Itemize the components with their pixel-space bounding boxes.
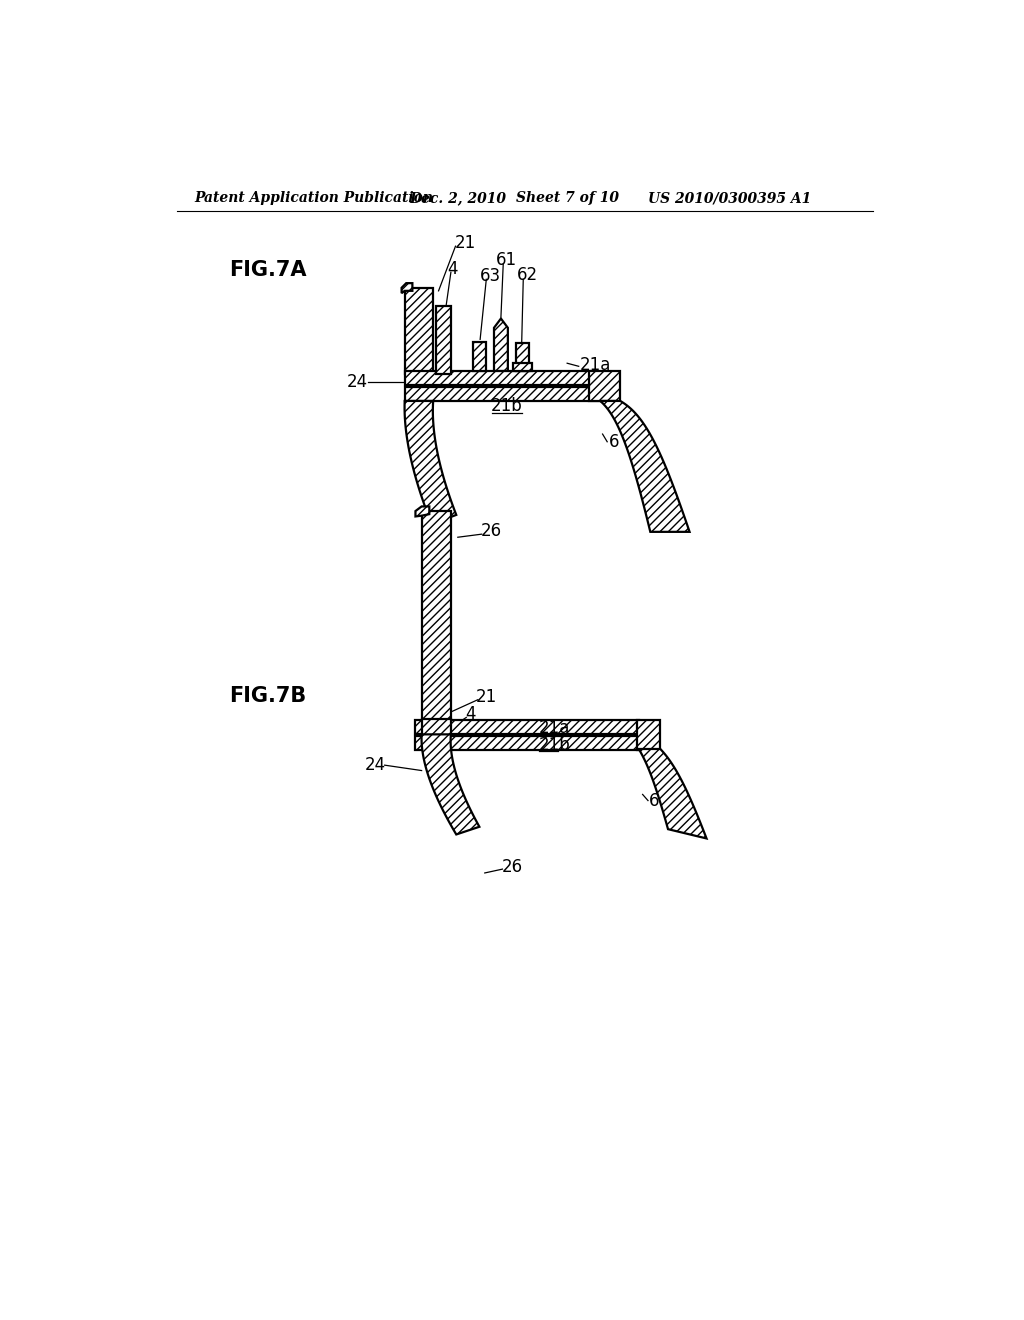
Polygon shape — [404, 288, 433, 374]
Text: 24: 24 — [346, 372, 368, 391]
Polygon shape — [404, 387, 606, 401]
Text: 21a: 21a — [581, 356, 611, 374]
Text: 4: 4 — [466, 705, 476, 723]
Text: 63: 63 — [480, 267, 502, 285]
Text: 6: 6 — [649, 792, 659, 810]
Text: US 2010/0300395 A1: US 2010/0300395 A1 — [648, 191, 811, 206]
Polygon shape — [404, 401, 457, 524]
Polygon shape — [639, 748, 707, 838]
Text: 26: 26 — [502, 858, 523, 875]
Text: 21b: 21b — [490, 397, 522, 416]
Polygon shape — [513, 363, 531, 371]
Text: Dec. 2, 2010: Dec. 2, 2010 — [410, 191, 506, 206]
Polygon shape — [473, 342, 486, 371]
Polygon shape — [416, 737, 640, 750]
Text: 21a: 21a — [539, 719, 570, 737]
Text: Sheet 7 of 10: Sheet 7 of 10 — [515, 191, 618, 206]
Text: FIG.7A: FIG.7A — [229, 260, 306, 280]
Text: 4: 4 — [447, 260, 458, 277]
Polygon shape — [600, 401, 689, 532]
Polygon shape — [436, 306, 451, 374]
Polygon shape — [422, 719, 451, 737]
Polygon shape — [637, 719, 660, 750]
Polygon shape — [416, 507, 429, 516]
Text: 21: 21 — [455, 234, 476, 252]
Polygon shape — [416, 719, 639, 734]
Polygon shape — [401, 284, 413, 293]
Polygon shape — [494, 318, 508, 371]
Text: 62: 62 — [517, 267, 539, 284]
Text: 26: 26 — [480, 523, 502, 540]
Text: FIG.7B: FIG.7B — [229, 686, 306, 706]
Polygon shape — [590, 371, 621, 401]
Polygon shape — [516, 343, 528, 371]
Polygon shape — [422, 511, 451, 721]
Polygon shape — [404, 371, 591, 385]
Text: 6: 6 — [609, 433, 620, 450]
Text: 61: 61 — [496, 251, 517, 269]
Polygon shape — [422, 734, 479, 834]
Text: 24: 24 — [365, 756, 386, 774]
Text: Patent Application Publication: Patent Application Publication — [195, 191, 433, 206]
Text: 21b: 21b — [539, 737, 570, 754]
Text: 21: 21 — [476, 689, 497, 706]
